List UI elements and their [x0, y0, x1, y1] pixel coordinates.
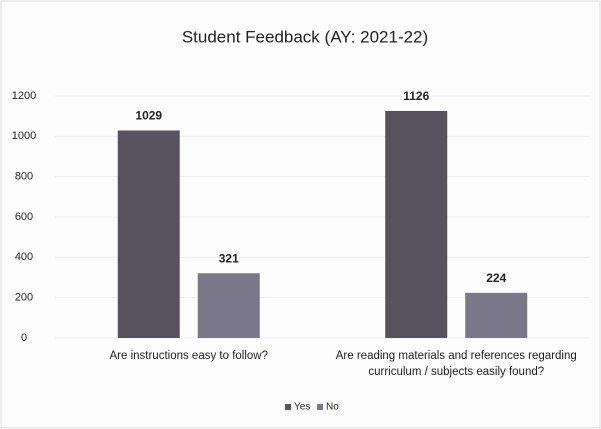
y-tick-label: 1000 [12, 130, 36, 142]
bar [465, 292, 528, 338]
x-tick-label: Are instructions easy to follow? [109, 350, 269, 362]
bar [385, 110, 448, 338]
data-label: 321 [219, 251, 239, 265]
y-tick-label: 800 [15, 171, 33, 183]
legend-label: Yes [294, 402, 310, 413]
y-tick-label: 0 [21, 332, 27, 344]
data-label: 1029 [135, 109, 162, 123]
bar [117, 130, 180, 338]
bar [197, 273, 260, 338]
data-label: 224 [486, 271, 506, 285]
x-tick-label: Are reading materials and references reg… [335, 350, 577, 378]
data-label: 1126 [403, 89, 429, 103]
legend-label: No [326, 402, 339, 413]
y-tick-label: 200 [15, 292, 33, 304]
legend-swatch [317, 404, 323, 410]
y-tick-label: 400 [15, 251, 33, 263]
chart-title: Student Feedback (AY: 2021-22) [182, 27, 428, 46]
legend-swatch [285, 404, 291, 410]
y-tick-label: 600 [15, 211, 33, 223]
y-tick-label: 1200 [12, 90, 36, 102]
